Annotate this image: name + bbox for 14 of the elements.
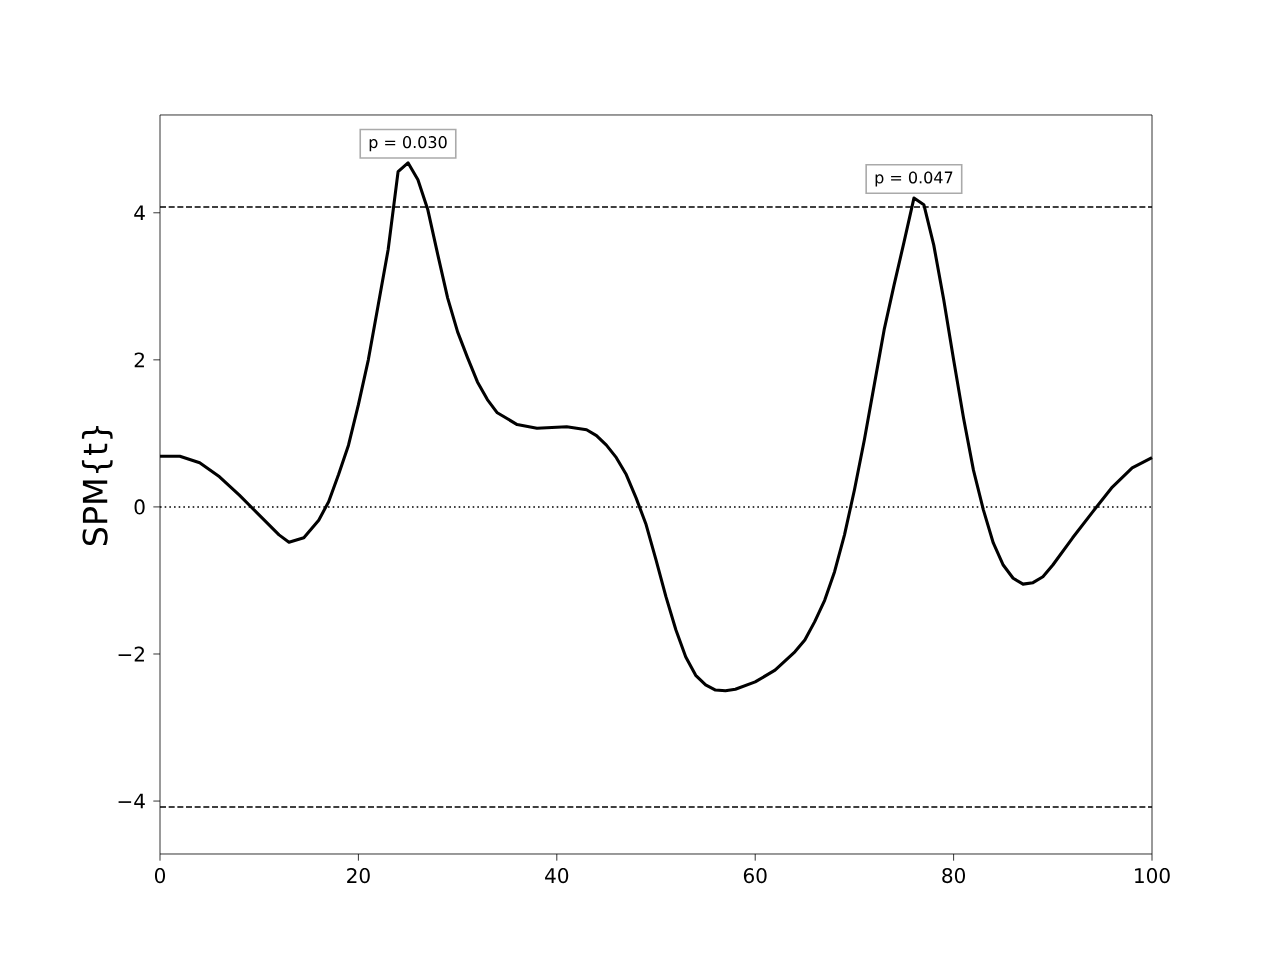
y-tick-label: 2 <box>134 352 144 368</box>
y-tick-label: 4 <box>134 205 145 221</box>
y-tick-label: −4 <box>118 793 145 809</box>
y-axis-title: SPM{t} <box>81 425 113 546</box>
x-tick-label: 80 <box>942 868 966 884</box>
x-tick-label: 60 <box>743 868 767 884</box>
x-tick-label: 100 <box>1135 868 1170 884</box>
annotation: p = 0.030 <box>369 136 447 152</box>
y-tick-label: −2 <box>118 646 144 662</box>
x-tick-label: 40 <box>545 868 569 884</box>
y-tick-label: 0 <box>134 499 145 515</box>
x-tick-label: 20 <box>347 868 370 884</box>
x-tick-label: 0 <box>154 868 166 884</box>
annotation: p = 0.047 <box>875 171 953 187</box>
